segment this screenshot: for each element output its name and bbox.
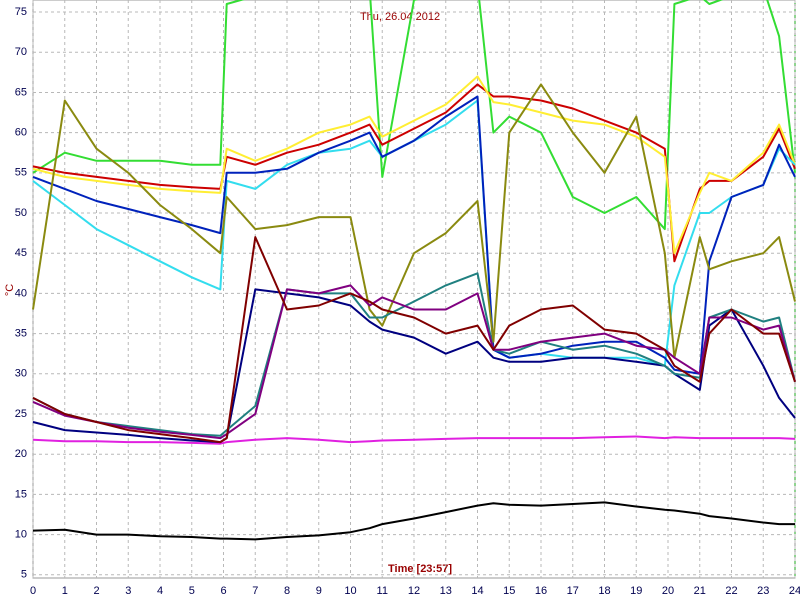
y-tick-label: 50 (15, 207, 27, 219)
x-tick-label: 15 (503, 585, 515, 597)
x-tick-label: 22 (725, 585, 737, 597)
y-tick-label: 60 (15, 127, 27, 139)
x-tick-label: 6 (220, 585, 226, 597)
x-tick-label: 4 (157, 585, 163, 597)
x-tick-label: 12 (408, 585, 420, 597)
x-tick-label: 9 (316, 585, 322, 597)
x-tick-label: 8 (284, 585, 290, 597)
x-axis-label: Time [23:57] (388, 563, 452, 575)
x-tick-label: 10 (344, 585, 356, 597)
x-tick-label: 18 (598, 585, 610, 597)
y-tick-label: 55 (15, 167, 27, 179)
x-tick-label: 16 (535, 585, 547, 597)
y-tick-label: 25 (15, 408, 27, 420)
series-line (32, 75, 796, 255)
x-tick-label: 7 (252, 585, 258, 597)
x-tick-label: 13 (440, 585, 452, 597)
x-tick-label: 0 (30, 585, 36, 597)
y-tick-label: 5 (21, 569, 27, 581)
x-tick-label: 20 (662, 585, 674, 597)
x-tick-label: 19 (630, 585, 642, 597)
series-line (32, 501, 795, 541)
series-line (32, 288, 796, 444)
y-tick-label: 70 (15, 46, 27, 58)
x-tick-label: 3 (125, 585, 131, 597)
y-tick-label: 15 (15, 488, 27, 500)
y-tick-label: 75 (15, 6, 27, 18)
x-tick-label: 21 (694, 585, 706, 597)
x-tick-label: 17 (567, 585, 579, 597)
series-line (32, 435, 796, 445)
x-tick-label: 23 (757, 585, 769, 597)
y-tick-label: 40 (15, 287, 27, 299)
x-tick-label: 11 (377, 585, 388, 597)
y-axis-label: °C (4, 284, 16, 296)
series-line (32, 83, 796, 359)
series-line (32, 0, 796, 231)
series-line (32, 236, 796, 444)
y-tick-label: 35 (15, 328, 27, 340)
x-tick-label: 24 (789, 585, 800, 597)
x-tick-label: 1 (62, 585, 68, 597)
series-line (32, 284, 796, 440)
y-tick-label: 20 (15, 448, 27, 460)
series-line (32, 83, 796, 263)
y-tick-label: 30 (15, 368, 27, 380)
y-tick-label: 45 (15, 247, 27, 259)
chart-title: Thu, 26.04.2012 (360, 11, 440, 23)
series-line (32, 99, 796, 367)
x-tick-label: 5 (189, 585, 195, 597)
y-tick-label: 65 (15, 86, 27, 98)
y-tick-label: 10 (15, 528, 27, 540)
x-tick-label: 14 (471, 585, 483, 597)
x-tick-label: 2 (93, 585, 99, 597)
